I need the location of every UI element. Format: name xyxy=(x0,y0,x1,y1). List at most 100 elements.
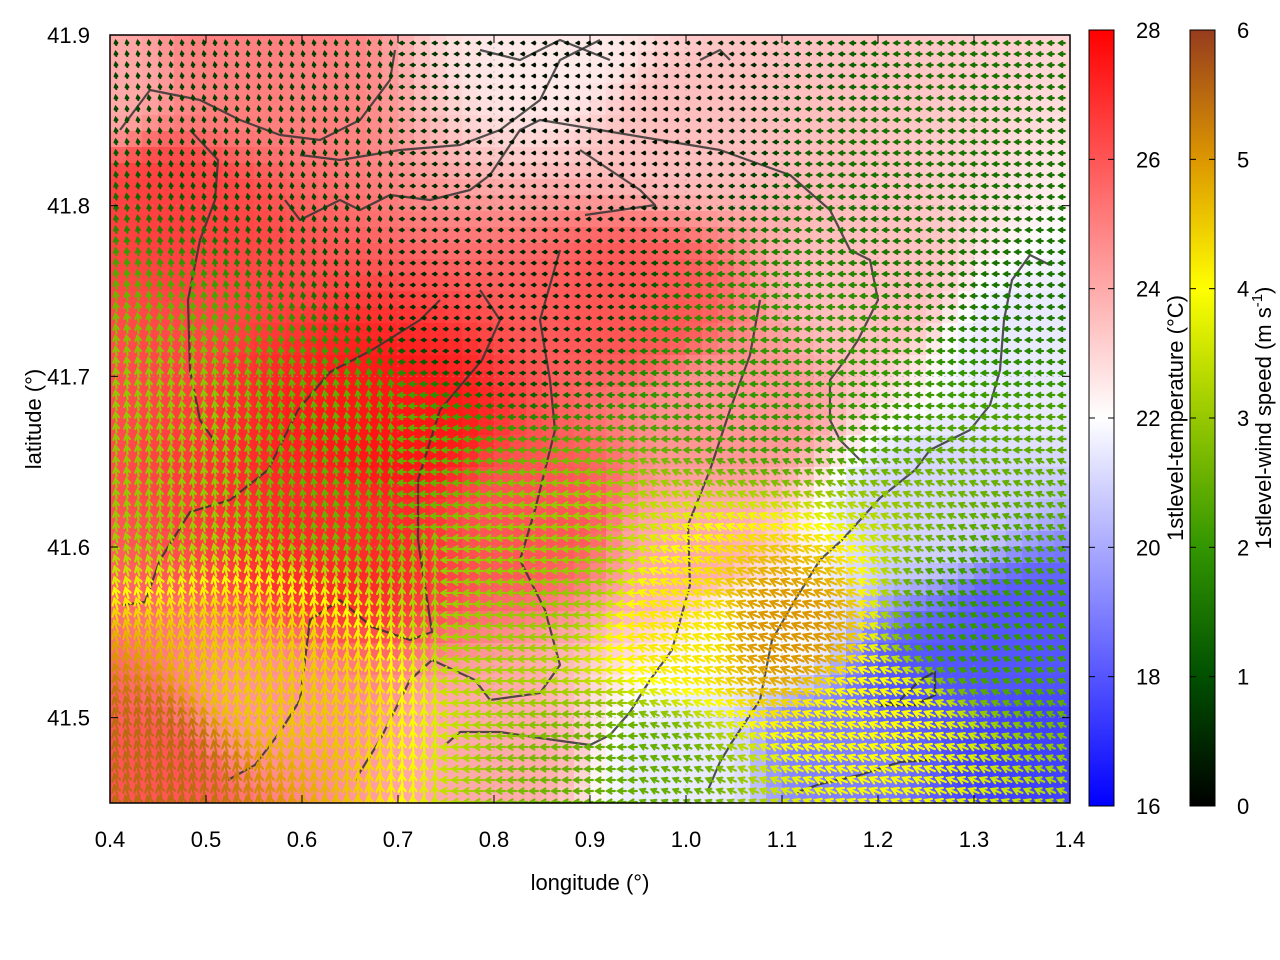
wind-arrow xyxy=(826,73,835,79)
wind-arrow xyxy=(706,40,713,46)
heat-cell xyxy=(974,147,991,164)
wind-arrow xyxy=(201,170,207,179)
heat-cell xyxy=(974,179,991,196)
heat-cell xyxy=(558,307,575,324)
wind-arrow xyxy=(234,104,240,112)
wind-arrow xyxy=(607,293,614,299)
wind-arrow xyxy=(684,216,691,222)
wind-arrow xyxy=(168,93,174,101)
wind-arrow xyxy=(322,170,328,178)
wind-arrow xyxy=(563,95,570,101)
wind-arrow xyxy=(618,205,625,211)
wind-arrow xyxy=(256,181,262,190)
wind-arrow xyxy=(311,148,317,156)
wind-arrow xyxy=(201,93,207,101)
heat-cell xyxy=(174,227,191,244)
heat-cell xyxy=(270,35,287,52)
wind-arrow xyxy=(453,106,460,112)
wind-arrow xyxy=(453,172,460,178)
wind-arrow xyxy=(431,128,438,134)
wind-arrow xyxy=(179,148,185,157)
heat-cell xyxy=(222,67,239,84)
wind-arrow xyxy=(618,106,625,112)
heat-cell xyxy=(254,243,271,260)
heat-cell xyxy=(398,67,415,84)
wind-arrow xyxy=(464,194,471,200)
heat-cell xyxy=(126,179,143,196)
heat-cell xyxy=(990,99,1007,116)
heat-cell xyxy=(302,163,319,180)
wind-arrow xyxy=(640,205,647,211)
wind-arrow xyxy=(344,236,350,244)
heat-cell xyxy=(942,131,959,148)
wind-arrow xyxy=(344,104,350,112)
heat-cell xyxy=(254,67,271,84)
wind-arrow xyxy=(157,38,163,46)
wind-arrow xyxy=(596,238,603,244)
heat-cell xyxy=(990,675,1007,692)
wind-arrow xyxy=(267,126,273,134)
wind-arrow xyxy=(728,95,735,101)
heat-cell xyxy=(606,291,623,308)
wind-arrow xyxy=(398,260,405,266)
wind-arrow xyxy=(311,49,317,57)
wind-arrow xyxy=(673,194,680,200)
heat-cell xyxy=(798,131,815,148)
heat-cell xyxy=(430,275,447,292)
wind-arrow xyxy=(355,291,361,300)
wind-arrow xyxy=(267,159,273,167)
wind-arrow xyxy=(782,73,790,79)
wind-arrow xyxy=(508,161,515,167)
wind-arrow xyxy=(234,137,240,145)
wind-arrow xyxy=(431,106,438,112)
heat-cell xyxy=(302,323,319,340)
heat-cell xyxy=(110,323,127,340)
heat-cell xyxy=(430,211,447,228)
wind-arrow xyxy=(388,226,394,233)
heat-cell xyxy=(206,259,223,276)
wind-arrow xyxy=(486,282,493,288)
wind-arrow xyxy=(486,150,493,156)
heat-cell xyxy=(766,131,783,148)
wind-arrow xyxy=(212,82,218,90)
wind-arrow xyxy=(596,227,603,233)
wind-arrow xyxy=(486,84,493,90)
heat-cell xyxy=(830,291,847,308)
wind-arrow xyxy=(267,82,273,90)
heat-cell xyxy=(462,355,479,372)
heat-cell xyxy=(174,51,191,68)
wind-arrow xyxy=(409,194,416,200)
heat-cell xyxy=(958,323,975,340)
wind-arrow xyxy=(585,227,592,233)
wind-arrow xyxy=(464,282,471,288)
wind-arrow xyxy=(442,172,449,178)
wind-arrow xyxy=(431,40,438,46)
heat-cell xyxy=(302,339,319,356)
wind-arrow xyxy=(771,150,780,156)
wind-arrow xyxy=(486,117,493,123)
wind-arrow xyxy=(651,139,658,145)
wind-arrow xyxy=(201,181,207,190)
wind-arrow xyxy=(453,40,460,46)
wind-arrow xyxy=(607,84,614,90)
wind-arrow xyxy=(673,216,680,222)
heat-cell xyxy=(142,115,159,132)
wind-arrow xyxy=(190,170,196,179)
wind-arrow xyxy=(344,148,350,156)
wind-arrow xyxy=(475,216,482,222)
wind-arrow xyxy=(475,260,482,266)
wind-arrow xyxy=(695,194,702,200)
wind-arrow xyxy=(431,260,438,266)
wind-arrow xyxy=(289,203,295,212)
wind-arrow xyxy=(695,106,702,112)
wind-arrow xyxy=(585,238,592,244)
wind-arrow xyxy=(772,128,779,134)
wind-arrow xyxy=(596,282,603,288)
wind-arrow xyxy=(431,271,438,277)
wind-arrow xyxy=(508,260,515,266)
wind-arrow xyxy=(541,172,548,178)
wind-arrow xyxy=(300,159,306,167)
heat-cell xyxy=(846,131,863,148)
wind-arrow xyxy=(607,227,614,233)
